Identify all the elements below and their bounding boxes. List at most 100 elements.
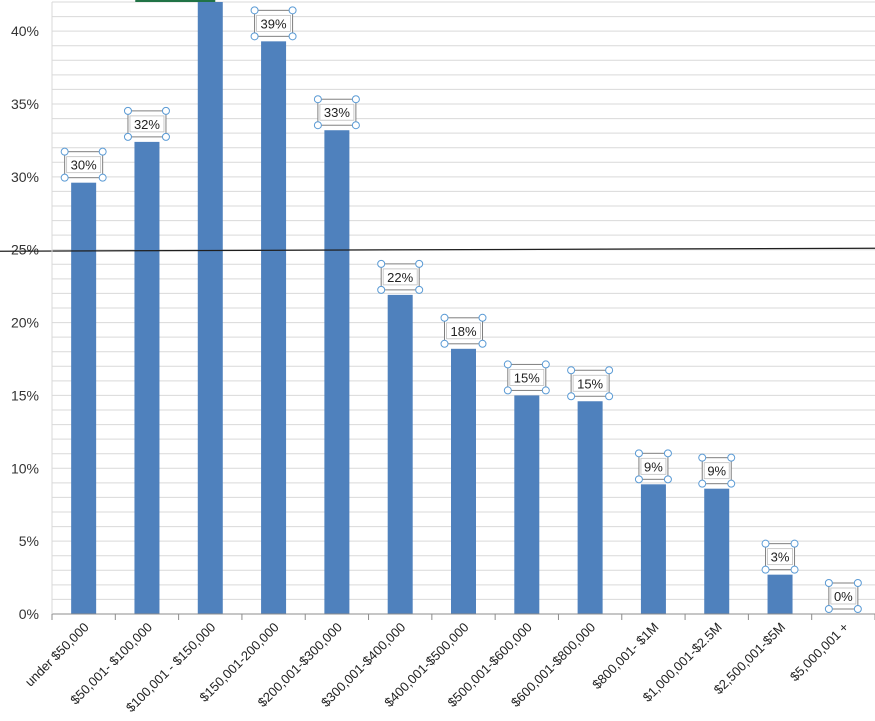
resize-handle[interactable] bbox=[698, 479, 707, 488]
resize-handle[interactable] bbox=[313, 95, 322, 104]
data-label[interactable]: 32% bbox=[123, 106, 170, 141]
data-label-text: 30% bbox=[71, 158, 97, 173]
resize-handle[interactable] bbox=[377, 259, 386, 268]
data-label[interactable]: 39% bbox=[250, 6, 297, 41]
y-axis-ticks: 0% 5% 10% 15% 20% 25% 30% 35% 40% bbox=[11, 23, 39, 622]
resize-handle[interactable] bbox=[377, 285, 386, 294]
data-label-text: 18% bbox=[450, 324, 476, 339]
resize-handle[interactable] bbox=[634, 449, 643, 458]
resize-handle[interactable] bbox=[351, 95, 360, 104]
resize-handle[interactable] bbox=[503, 386, 512, 395]
resize-handle[interactable] bbox=[853, 579, 862, 587]
bar[interactable] bbox=[387, 294, 413, 614]
bar[interactable] bbox=[767, 574, 793, 614]
data-label[interactable]: 15% bbox=[503, 360, 550, 395]
resize-handle[interactable] bbox=[663, 475, 672, 484]
data-label-inner-box bbox=[382, 268, 418, 286]
data-label[interactable]: 3% bbox=[761, 539, 799, 574]
bar[interactable] bbox=[514, 395, 540, 614]
y-tick-label: 20% bbox=[11, 315, 39, 331]
resize-handle[interactable] bbox=[541, 386, 550, 395]
data-label-box[interactable] bbox=[701, 457, 732, 485]
data-label-box[interactable] bbox=[638, 452, 669, 480]
data-label[interactable]: 15% bbox=[567, 366, 614, 401]
resize-handle[interactable] bbox=[790, 565, 799, 574]
data-label-inner-box bbox=[256, 14, 291, 32]
data-label-box[interactable] bbox=[317, 98, 357, 126]
bar[interactable] bbox=[640, 484, 666, 614]
resize-handle[interactable] bbox=[824, 579, 833, 587]
resize-handle[interactable] bbox=[761, 539, 770, 548]
resize-handle[interactable] bbox=[60, 147, 69, 156]
data-label-box[interactable] bbox=[765, 543, 796, 571]
data-label-box[interactable] bbox=[254, 9, 294, 37]
data-label-box[interactable] bbox=[444, 317, 483, 345]
data-label[interactable]: 18% bbox=[440, 313, 487, 348]
resize-handle[interactable] bbox=[634, 475, 643, 484]
resize-handle[interactable] bbox=[790, 539, 799, 548]
data-label[interactable]: 22% bbox=[377, 259, 424, 294]
data-label[interactable]: 9% bbox=[698, 453, 736, 488]
data-label-box[interactable] bbox=[507, 363, 547, 391]
resize-handle[interactable] bbox=[415, 285, 424, 294]
resize-handle[interactable] bbox=[440, 313, 449, 322]
resize-handle[interactable] bbox=[123, 106, 132, 115]
resize-handle[interactable] bbox=[478, 339, 487, 348]
resize-handle[interactable] bbox=[415, 259, 424, 268]
reference-line[interactable] bbox=[0, 247, 875, 252]
data-label[interactable]: 9% bbox=[634, 449, 672, 484]
resize-handle[interactable] bbox=[567, 366, 576, 375]
bar[interactable] bbox=[197, 2, 223, 614]
data-label-inner-box bbox=[66, 156, 102, 174]
bar[interactable] bbox=[451, 348, 476, 614]
resize-handle[interactable] bbox=[761, 565, 770, 574]
resize-handle[interactable] bbox=[663, 449, 672, 458]
resize-handle[interactable] bbox=[98, 147, 107, 156]
resize-handle[interactable] bbox=[541, 360, 550, 369]
resize-handle[interactable] bbox=[161, 106, 170, 115]
resize-handle[interactable] bbox=[313, 121, 322, 130]
data-label-inner-box bbox=[509, 369, 545, 386]
data-labels[interactable]: 30% 32% 39% 33% 22% 18% 15% 15% 9% 9% 3% 0% bbox=[60, 6, 862, 613]
data-label[interactable]: 30% bbox=[60, 147, 107, 182]
bar[interactable] bbox=[71, 182, 97, 614]
resize-handle[interactable] bbox=[567, 392, 576, 401]
bar[interactable] bbox=[261, 41, 287, 615]
data-label-inner-box bbox=[572, 374, 608, 392]
data-label-box[interactable] bbox=[64, 151, 104, 179]
axes bbox=[51, 2, 875, 620]
resize-handle[interactable] bbox=[161, 132, 170, 141]
data-label-text: 39% bbox=[261, 16, 287, 31]
resize-handle[interactable] bbox=[824, 605, 833, 613]
x-tick-label: $5,000,001 + bbox=[787, 620, 852, 685]
data-label-box[interactable] bbox=[380, 263, 420, 291]
resize-handle[interactable] bbox=[123, 132, 132, 141]
resize-handle[interactable] bbox=[727, 453, 736, 462]
resize-handle[interactable] bbox=[250, 6, 259, 15]
resize-handle[interactable] bbox=[503, 360, 512, 369]
resize-handle[interactable] bbox=[605, 392, 614, 401]
resize-handle[interactable] bbox=[288, 6, 297, 15]
resize-handle[interactable] bbox=[605, 366, 614, 375]
resize-handle[interactable] bbox=[853, 605, 862, 613]
resize-handle[interactable] bbox=[351, 121, 360, 130]
data-label[interactable]: 0% bbox=[824, 579, 862, 613]
bar[interactable] bbox=[704, 488, 730, 614]
reference-line-group bbox=[0, 0, 875, 252]
data-label[interactable]: 33% bbox=[313, 95, 360, 130]
bar[interactable] bbox=[324, 130, 350, 614]
resize-handle[interactable] bbox=[440, 339, 449, 348]
resize-handle[interactable] bbox=[727, 479, 736, 488]
resize-handle[interactable] bbox=[98, 173, 107, 182]
bar[interactable] bbox=[134, 141, 160, 614]
resize-handle[interactable] bbox=[698, 453, 707, 462]
data-label-box[interactable] bbox=[570, 369, 610, 397]
data-label-inner-box bbox=[446, 322, 481, 340]
data-label-box[interactable] bbox=[828, 582, 859, 610]
resize-handle[interactable] bbox=[250, 32, 259, 41]
bar[interactable] bbox=[577, 401, 603, 614]
resize-handle[interactable] bbox=[288, 32, 297, 41]
resize-handle[interactable] bbox=[478, 313, 487, 322]
resize-handle[interactable] bbox=[60, 173, 69, 182]
data-label-box[interactable] bbox=[127, 110, 167, 138]
